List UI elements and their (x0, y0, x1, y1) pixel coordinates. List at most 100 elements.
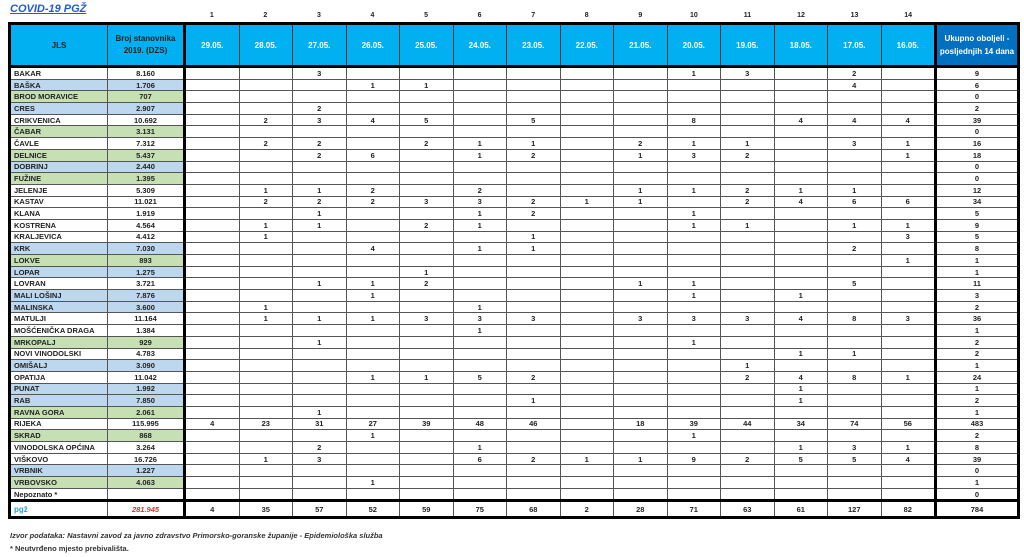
daily-cases (720, 335, 775, 349)
daily-cases (184, 277, 240, 291)
total-cases: 1 (934, 324, 1019, 337)
daily-cases (720, 464, 775, 478)
daily-cases (880, 476, 936, 489)
total-cases: 8 (934, 441, 1019, 454)
daily-cases (452, 464, 507, 478)
daily-cases (720, 289, 775, 302)
daily-cases (184, 429, 240, 442)
daily-cases: 2 (506, 370, 561, 384)
daily-cases (559, 370, 614, 384)
daily-cases (773, 230, 828, 244)
daily-cases (399, 148, 454, 162)
daily-cases: 1 (292, 207, 347, 220)
daily-cases (292, 359, 347, 372)
header-date: 27.05. (292, 23, 347, 68)
daily-cases (184, 300, 240, 314)
daily-cases (559, 207, 614, 220)
daily-cases (399, 441, 454, 454)
total-cases: 1 (934, 476, 1019, 489)
population-value: 5.437 (107, 148, 186, 162)
daily-cases: 1 (452, 441, 507, 454)
daily-cases: 1 (666, 335, 721, 349)
daily-cases (559, 218, 614, 232)
table-row: FUŽINE 1.395 0 (9, 172, 1019, 185)
population-value: 3.264 (107, 441, 186, 454)
daily-cases: 2 (238, 137, 293, 150)
daily-cases (399, 242, 454, 255)
daily-cases: 4 (773, 370, 828, 384)
daily-cases: 1 (827, 218, 882, 232)
daily-cases: 2 (292, 441, 347, 454)
column-number: 10 (689, 12, 698, 19)
daily-cases (880, 66, 936, 80)
municipality-name: MOŠĆENIČKA DRAGA (9, 324, 108, 337)
daily-cases: 1 (720, 218, 775, 232)
daily-cases (452, 66, 507, 80)
daily-cases (399, 429, 454, 442)
daily-cases (613, 441, 668, 454)
daily-cases: 2 (292, 148, 347, 162)
municipality-name: MALI LOŠINJ (9, 289, 108, 302)
daily-total: 63 (720, 499, 775, 519)
header-date: 22.05. (559, 23, 614, 68)
daily-cases: 5 (452, 370, 507, 384)
daily-cases (506, 300, 561, 314)
daily-cases: 8 (827, 370, 882, 384)
daily-cases (292, 464, 347, 478)
total-cases: 5 (934, 207, 1019, 220)
daily-cases (720, 242, 775, 255)
daily-cases (452, 265, 507, 279)
daily-cases: 39 (666, 417, 721, 431)
total-cases: 9 (934, 66, 1019, 80)
total-cases: 12 (934, 183, 1019, 197)
daily-cases: 39 (399, 417, 454, 431)
municipality-name: OPATIJA (9, 370, 108, 384)
population-value: 4.063 (107, 476, 186, 489)
daily-cases (773, 265, 828, 279)
daily-cases (559, 476, 614, 489)
daily-cases (827, 102, 882, 115)
table-row: MATULJI 11.164 1 1 1 3 3 3 3 3 3 4 8 3 36 (9, 312, 1019, 326)
daily-cases: 1 (666, 429, 721, 442)
daily-cases (720, 160, 775, 174)
daily-cases (452, 230, 507, 244)
daily-cases (559, 172, 614, 185)
daily-cases (184, 476, 240, 489)
daily-cases (506, 476, 561, 489)
municipality-name: ČABAR (9, 125, 108, 139)
daily-cases: 1 (345, 476, 400, 489)
daily-cases: 4 (773, 312, 828, 326)
table-row: MOŠĆENIČKA DRAGA 1.384 1 1 (9, 324, 1019, 337)
daily-cases (506, 405, 561, 419)
daily-cases (184, 347, 240, 361)
daily-cases: 4 (184, 417, 240, 431)
daily-cases: 1 (720, 137, 775, 150)
daily-cases: 1 (452, 242, 507, 255)
total-cases: 18 (934, 148, 1019, 162)
daily-cases (666, 441, 721, 454)
daily-cases (345, 394, 400, 407)
table-row: VINODOLSKA OPĆINA 3.264 2 1 1 3 1 8 (9, 441, 1019, 454)
daily-cases (827, 464, 882, 478)
daily-cases: 1 (345, 429, 400, 442)
daily-cases (613, 66, 668, 80)
daily-cases (184, 382, 240, 396)
daily-cases (345, 172, 400, 185)
daily-cases (238, 172, 293, 185)
daily-cases (880, 394, 936, 407)
municipality-name: Nepoznato * (9, 487, 108, 502)
daily-cases: 1 (773, 289, 828, 302)
daily-cases: 1 (827, 183, 882, 197)
daily-cases: 1 (773, 347, 828, 361)
daily-cases (773, 242, 828, 255)
daily-cases: 2 (506, 207, 561, 220)
daily-cases: 1 (880, 254, 936, 267)
daily-cases (506, 359, 561, 372)
daily-cases (773, 487, 828, 502)
table-row: KLANA 1.919 1 1 2 1 5 (9, 207, 1019, 220)
daily-cases: 1 (399, 78, 454, 92)
daily-cases (184, 125, 240, 139)
daily-cases (184, 137, 240, 150)
daily-cases: 1 (666, 277, 721, 291)
daily-cases: 1 (613, 195, 668, 209)
